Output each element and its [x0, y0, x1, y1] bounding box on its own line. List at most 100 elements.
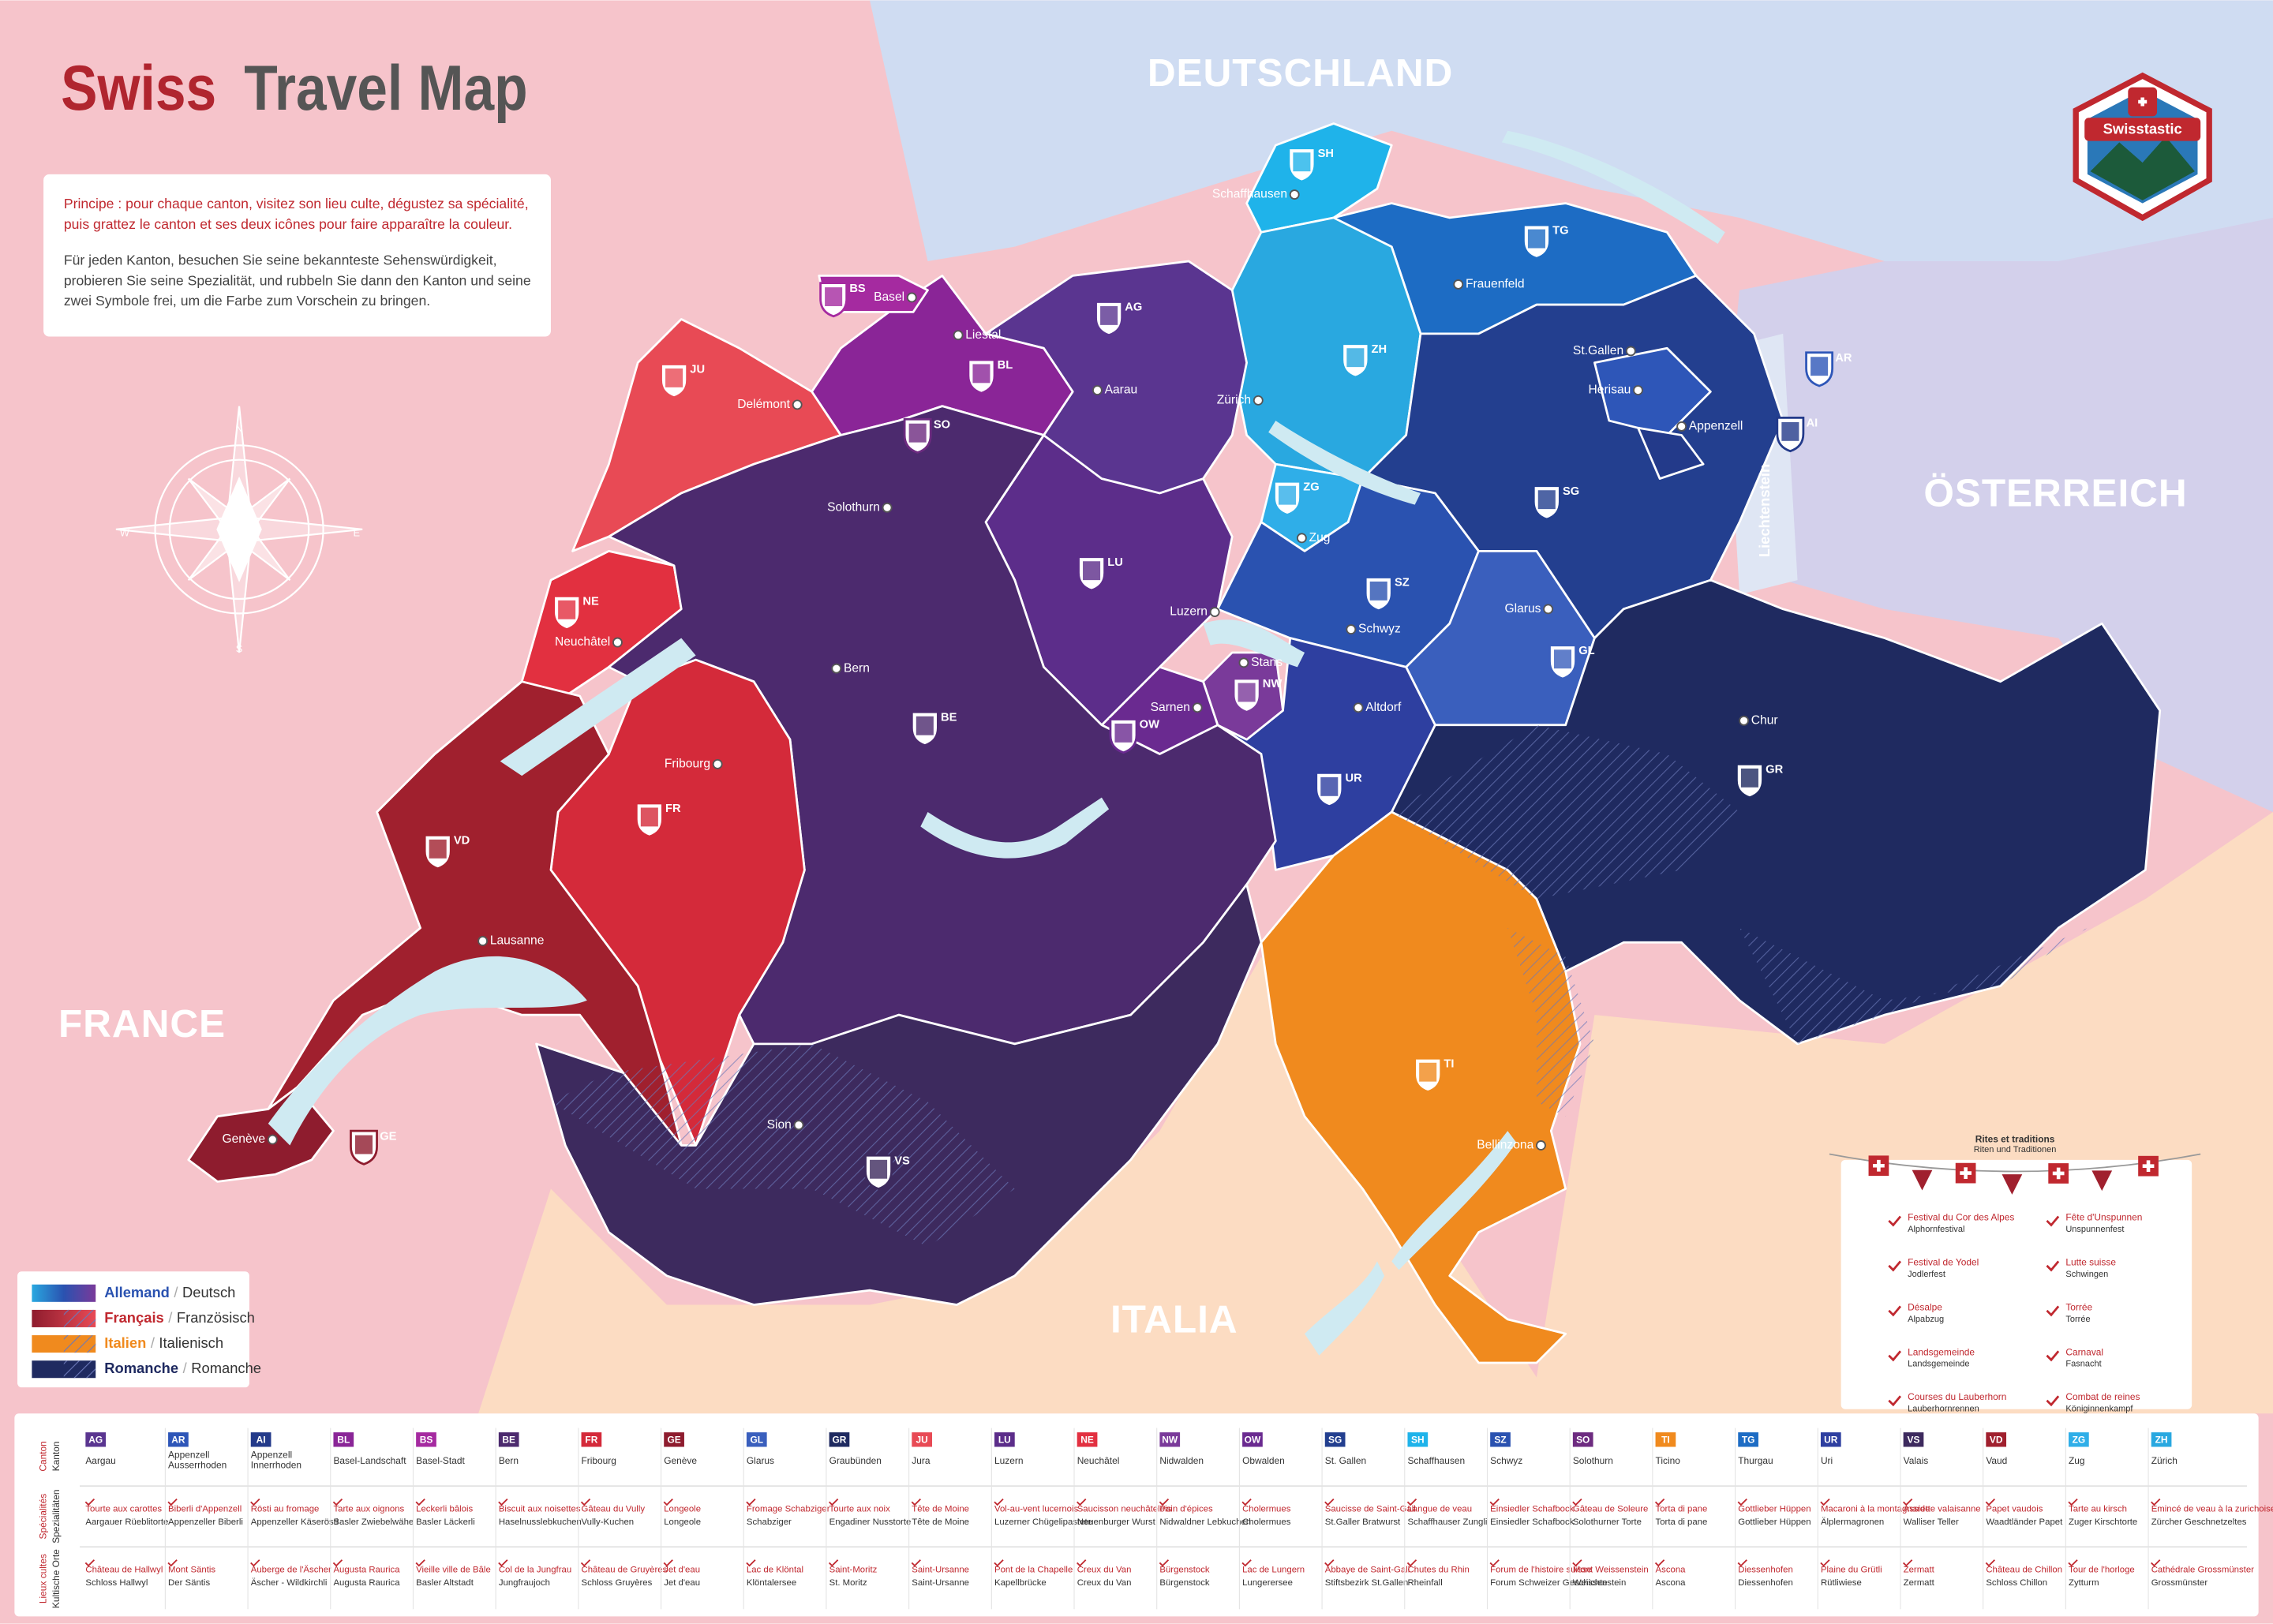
code-badge	[416, 1432, 436, 1447]
city-name: Basel	[874, 290, 904, 304]
check	[1654, 1559, 1665, 1567]
check	[663, 1498, 673, 1506]
row-label: Canton	[37, 1441, 48, 1471]
canton-code: ZH	[1372, 343, 1387, 356]
lake-constance	[1501, 130, 1725, 244]
code-badge	[168, 1432, 189, 1447]
code-badge	[664, 1432, 684, 1447]
canton-name: Bern	[499, 1455, 519, 1466]
place-de: Äscher - Wildkirchli	[251, 1578, 328, 1588]
pennant	[1912, 1169, 1933, 1191]
city-marker	[1253, 395, 1264, 406]
spec-de: Gottlieber Hüppen	[1738, 1517, 1811, 1527]
city-name: Zug	[1309, 531, 1331, 544]
spec-de: Cholermues	[1242, 1517, 1291, 1527]
canton-name: Jura	[912, 1455, 931, 1466]
tradition-fr: Landsgemeinde	[1908, 1346, 1975, 1357]
place-fr: Saint-Ursanne	[912, 1566, 969, 1575]
place-fr: Diessenhofen	[1738, 1566, 1793, 1575]
flag-cross	[2052, 1167, 2065, 1180]
place-fr: Mont Säntis	[168, 1566, 215, 1575]
check	[1324, 1498, 1335, 1506]
code: NE	[1080, 1434, 1094, 1445]
city-name: Liestal	[965, 328, 1001, 342]
check	[167, 1559, 178, 1567]
cantons	[187, 122, 2162, 1364]
code-badge	[746, 1432, 767, 1447]
pennant	[2091, 1170, 2113, 1192]
spec-fr: Biberli d'Appenzell	[168, 1504, 242, 1514]
place-fr: Auberge de l'Äscher	[251, 1566, 331, 1575]
code: BL	[337, 1434, 350, 1445]
code: OW	[1245, 1434, 1261, 1445]
place-de: Zermatt	[1904, 1578, 1935, 1588]
shield-fill	[558, 600, 576, 619]
canton-name: Neuchâtel	[1077, 1455, 1120, 1466]
place-fr: Château de Hallwyl	[85, 1566, 163, 1575]
canton-shape	[1637, 426, 1705, 480]
spec-fr: Emincé de veau à la zurichoise	[2151, 1504, 2273, 1514]
city-name: Bellinzona	[1477, 1139, 1533, 1152]
code-badge	[1407, 1432, 1429, 1447]
city-marker	[1092, 385, 1103, 395]
spec-fr: Pain d'épices	[1159, 1504, 1213, 1514]
spec-fr: Tourte aux noix	[829, 1504, 890, 1514]
title: Swiss Travel Map	[61, 53, 527, 124]
city-name: Glarus	[1504, 602, 1541, 616]
city-marker	[1192, 702, 1203, 713]
tradition-fr: Festival de Yodel	[1908, 1256, 1979, 1267]
code-badge	[2069, 1432, 2089, 1447]
tradition-de: Jodlerfest	[1908, 1270, 1945, 1279]
check	[84, 1559, 95, 1567]
country-france: FRANCE	[58, 1001, 226, 1046]
legend-hatch	[63, 1360, 96, 1379]
check	[911, 1559, 921, 1567]
canton-code: NE	[582, 596, 599, 608]
lake-lucerne	[1203, 619, 1305, 668]
flag-cross	[1873, 1159, 1885, 1172]
place-fr: Forum de l'histoire suisse	[1490, 1566, 1592, 1575]
row-label: Kultische Orte	[51, 1549, 62, 1608]
check	[2046, 1215, 2060, 1227]
tradition-fr: Combat de reines	[2065, 1391, 2140, 1402]
compass-letter: W	[120, 527, 130, 539]
legend-fr: Français	[104, 1309, 164, 1326]
place-de: Basler Altstadt	[416, 1578, 474, 1588]
spec-de: Zuger Kirschtorte	[2069, 1517, 2137, 1527]
legend-fr: Italien	[104, 1334, 146, 1351]
code: AI	[257, 1434, 266, 1445]
spec-fr: Gottlieber Hüppen	[1738, 1504, 1811, 1514]
austria-area	[1724, 217, 2273, 812]
code: UR	[1824, 1434, 1838, 1445]
pennant	[2002, 1174, 2023, 1195]
traditions-box	[1840, 1159, 2192, 1409]
check	[1902, 1498, 1913, 1506]
place-fr: Zermatt	[1904, 1566, 1935, 1575]
canton-name: Zug	[2069, 1455, 2085, 1466]
shield-fill	[1083, 561, 1101, 581]
check	[746, 1498, 756, 1506]
city-marker	[712, 758, 723, 769]
code-badge	[1242, 1432, 1263, 1447]
place-fr: Ascona	[1656, 1566, 1687, 1575]
canton-code: GE	[380, 1130, 396, 1143]
city-name: Genève	[222, 1132, 265, 1146]
code: VS	[1908, 1434, 1920, 1445]
place-de: Kapellbrücke	[994, 1578, 1047, 1588]
canton-name: Schaffhausen	[1407, 1455, 1465, 1466]
place-fr: Augusta Raurica	[333, 1566, 400, 1575]
code-badge	[829, 1432, 850, 1447]
place-de: Rütliwiese	[1821, 1578, 1862, 1588]
place-de: Schloss Gruyères	[582, 1578, 653, 1588]
code: TI	[1661, 1434, 1670, 1445]
city-marker	[953, 330, 964, 341]
tradition-fr: Désalpe	[1908, 1301, 1942, 1312]
place-fr: Cathédrale Grossmünster	[2151, 1566, 2254, 1575]
shield-fill	[1811, 357, 1829, 376]
spec-de: Engadiner Nusstorte	[829, 1517, 912, 1527]
spec-de: Aargauer Rüeblitorte	[85, 1517, 168, 1527]
spec-fr: Einsiedler Schafbock	[1490, 1504, 1575, 1514]
canton-name: Aargau	[85, 1455, 115, 1466]
code: ZH	[2155, 1434, 2168, 1445]
spec-de: Basler Zwiebelwähe	[333, 1517, 414, 1527]
